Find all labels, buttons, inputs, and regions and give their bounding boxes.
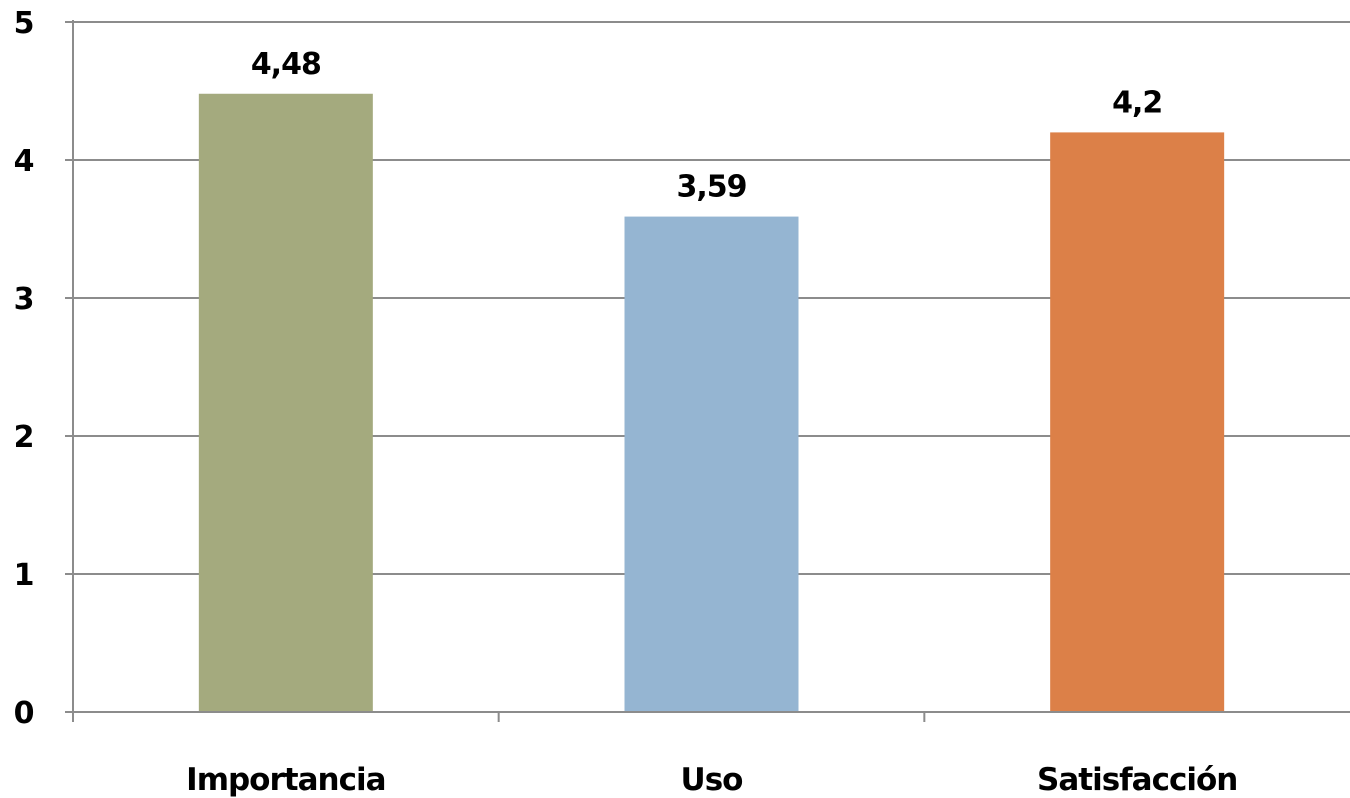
bar-satisfacción xyxy=(1050,132,1225,712)
category-label-importancia: Importancia xyxy=(186,762,385,798)
y-tick-label-5: 5 xyxy=(14,6,35,41)
y-tick-label-2: 2 xyxy=(14,420,35,455)
category-labels: Importancia Uso Satisfacción xyxy=(186,762,1238,798)
bar-importancia xyxy=(198,93,373,712)
y-tick-label-0: 0 xyxy=(14,696,35,731)
bar-uso xyxy=(624,216,799,712)
y-tick-label-4: 4 xyxy=(14,144,35,179)
category-label-satisfacción: Satisfacción xyxy=(1037,762,1237,798)
data-labels: 4,48 3,59 4,2 xyxy=(251,47,1163,205)
y-tick-label-1: 1 xyxy=(14,558,35,593)
x-tick-marks xyxy=(72,712,926,722)
data-label-satisfacción: 4,2 xyxy=(1112,85,1162,120)
category-label-uso: Uso xyxy=(681,762,743,798)
axes xyxy=(65,20,1350,713)
bars xyxy=(198,93,1225,712)
y-tick-label-3: 3 xyxy=(14,282,35,317)
data-label-uso: 3,59 xyxy=(676,170,746,205)
y-tick-labels: 0 1 2 3 4 5 xyxy=(14,6,35,731)
data-label-importancia: 4,48 xyxy=(251,47,321,82)
